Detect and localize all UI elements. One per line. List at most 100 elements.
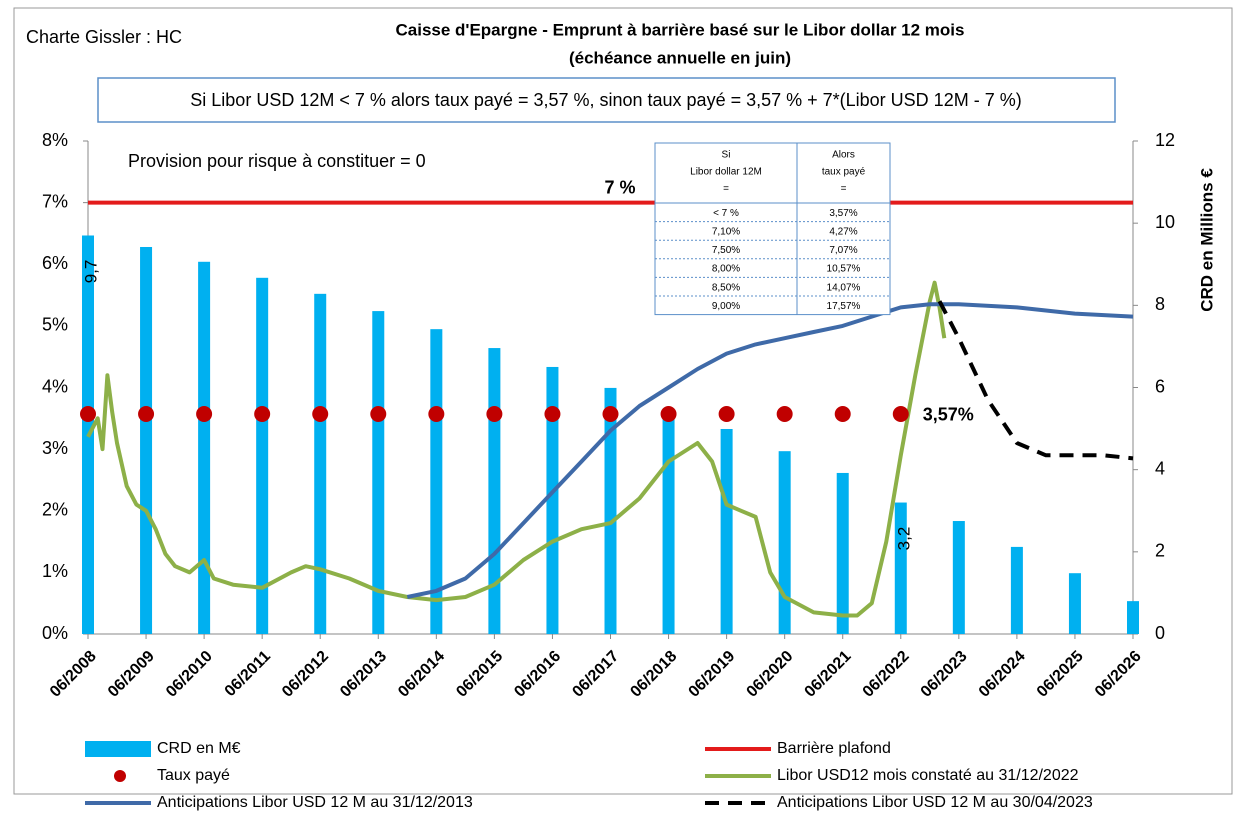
dot	[602, 405, 619, 422]
x-tick-label: 06/2018	[627, 648, 680, 701]
table-cell: 3,57%	[829, 208, 857, 219]
dot	[254, 405, 271, 422]
x-tick-label: 06/2009	[105, 648, 158, 701]
y2-axis-label: CRD en Millions €	[1197, 168, 1216, 312]
dot	[892, 405, 909, 422]
y2-tick-label: 0	[1155, 623, 1165, 643]
x-tick-label: 06/2021	[802, 648, 855, 701]
inset-table: Si Libor dollar 12M = Alors taux payé = < 7 % 3…	[654, 142, 891, 316]
y2-tick-label: 2	[1155, 541, 1165, 561]
dot	[776, 405, 793, 422]
x-tick-label: 06/2026	[1092, 648, 1145, 701]
chart-subtitle: (échéance annuelle en juin)	[569, 48, 791, 67]
bar	[894, 502, 907, 634]
table-cell: 10,57%	[827, 264, 861, 275]
y2-tick-label: 4	[1155, 458, 1165, 478]
dot	[196, 405, 213, 422]
y2-tick-label: 10	[1155, 212, 1175, 232]
table-cell: 17,57%	[827, 301, 861, 312]
x-tick-label: 06/2022	[860, 648, 913, 701]
y2-tick-label: 6	[1155, 376, 1165, 396]
line	[86, 280, 947, 618]
table-cell: 4,27%	[829, 227, 857, 238]
formula: Si Libor USD 12M < 7 % alors taux payé =…	[190, 90, 1021, 110]
x-tick-label: 06/2019	[686, 648, 739, 701]
dot	[834, 405, 851, 422]
bar	[488, 348, 501, 634]
legend-swatch	[114, 770, 126, 782]
y2-tick-label: 12	[1155, 130, 1175, 150]
dot	[660, 405, 677, 422]
x-tick-label: 06/2015	[453, 648, 506, 701]
dot	[718, 405, 735, 422]
bar	[720, 428, 733, 634]
chart-title: Caisse d'Epargne - Emprunt à barrière ba…	[395, 20, 964, 39]
bar	[372, 311, 385, 634]
bar	[1127, 601, 1139, 634]
x-tick-label: 06/2012	[279, 648, 332, 701]
table-cell: < 7 %	[713, 208, 739, 219]
x-tick-label: 06/2024	[976, 648, 1029, 701]
bar	[140, 246, 153, 634]
y-tick-label: 5%	[42, 315, 68, 335]
x-tick-label: 06/2014	[395, 648, 448, 701]
line	[937, 300, 1134, 461]
chart-frame	[13, 7, 1233, 795]
bar	[662, 408, 675, 634]
bar	[198, 261, 211, 634]
x-tick-label: 06/2025	[1034, 648, 1087, 701]
table-header: =	[723, 184, 729, 195]
dot-value-label: 3,57%	[923, 405, 974, 425]
table-cell: 8,00%	[712, 264, 740, 275]
table-cell: 9,00%	[712, 301, 740, 312]
legend-label: Barrière plafond	[777, 740, 891, 757]
x-tick-label: 06/2008	[47, 648, 100, 701]
bar	[314, 293, 327, 634]
bar	[836, 472, 849, 634]
table-cell: 8,50%	[712, 282, 740, 293]
legend-label: Anticipations Libor USD 12 M au 31/12/20…	[157, 794, 473, 811]
table-cell: 7,07%	[829, 245, 857, 256]
x-tick-label: 06/2013	[337, 648, 390, 701]
table-header: Si	[722, 150, 731, 161]
table-cell: 14,07%	[827, 282, 861, 293]
dot	[370, 405, 387, 422]
barrier-label: 7 %	[604, 177, 635, 197]
y-tick-label: 4%	[42, 376, 68, 396]
bar	[1010, 546, 1023, 634]
table-header: Libor dollar 12M	[690, 167, 762, 178]
dot	[312, 405, 329, 422]
legend-swatch	[85, 741, 151, 757]
y-tick-label: 6%	[42, 253, 68, 273]
formula-box	[97, 77, 1116, 123]
x-tick-label: 06/2020	[744, 648, 797, 701]
legend-label: CRD en M€	[157, 740, 241, 757]
bar	[778, 451, 791, 634]
y-tick-label: 0%	[42, 623, 68, 643]
legend-label: Anticipations Libor USD 12 M au 30/04/20…	[777, 794, 1093, 811]
x-tick-label: 06/2023	[918, 648, 971, 701]
table-border	[654, 142, 891, 316]
bar-value-label: 9,7	[81, 260, 100, 284]
table-header: Alors	[832, 150, 855, 161]
bar	[256, 277, 269, 634]
bar-value-label: 3,2	[894, 527, 913, 551]
bar	[430, 329, 443, 634]
y-tick-label: 3%	[42, 438, 68, 458]
line	[406, 302, 1134, 599]
dot	[486, 405, 503, 422]
x-tick-label: 06/2011	[222, 648, 274, 700]
y-tick-label: 8%	[42, 130, 68, 150]
dot	[544, 405, 561, 422]
x-tick-label: 06/2017	[569, 648, 622, 701]
corner-label: Charte Gissler : HC	[26, 27, 182, 47]
y-tick-label: 7%	[42, 191, 68, 211]
legend-label: Taux payé	[157, 767, 230, 784]
dot	[80, 405, 96, 422]
x-tick-label: 06/2010	[163, 648, 216, 701]
dot	[428, 405, 445, 422]
legend-label: Libor USD12 mois constaté au 31/12/2022	[777, 767, 1079, 784]
table-cell: 7,50%	[712, 245, 740, 256]
